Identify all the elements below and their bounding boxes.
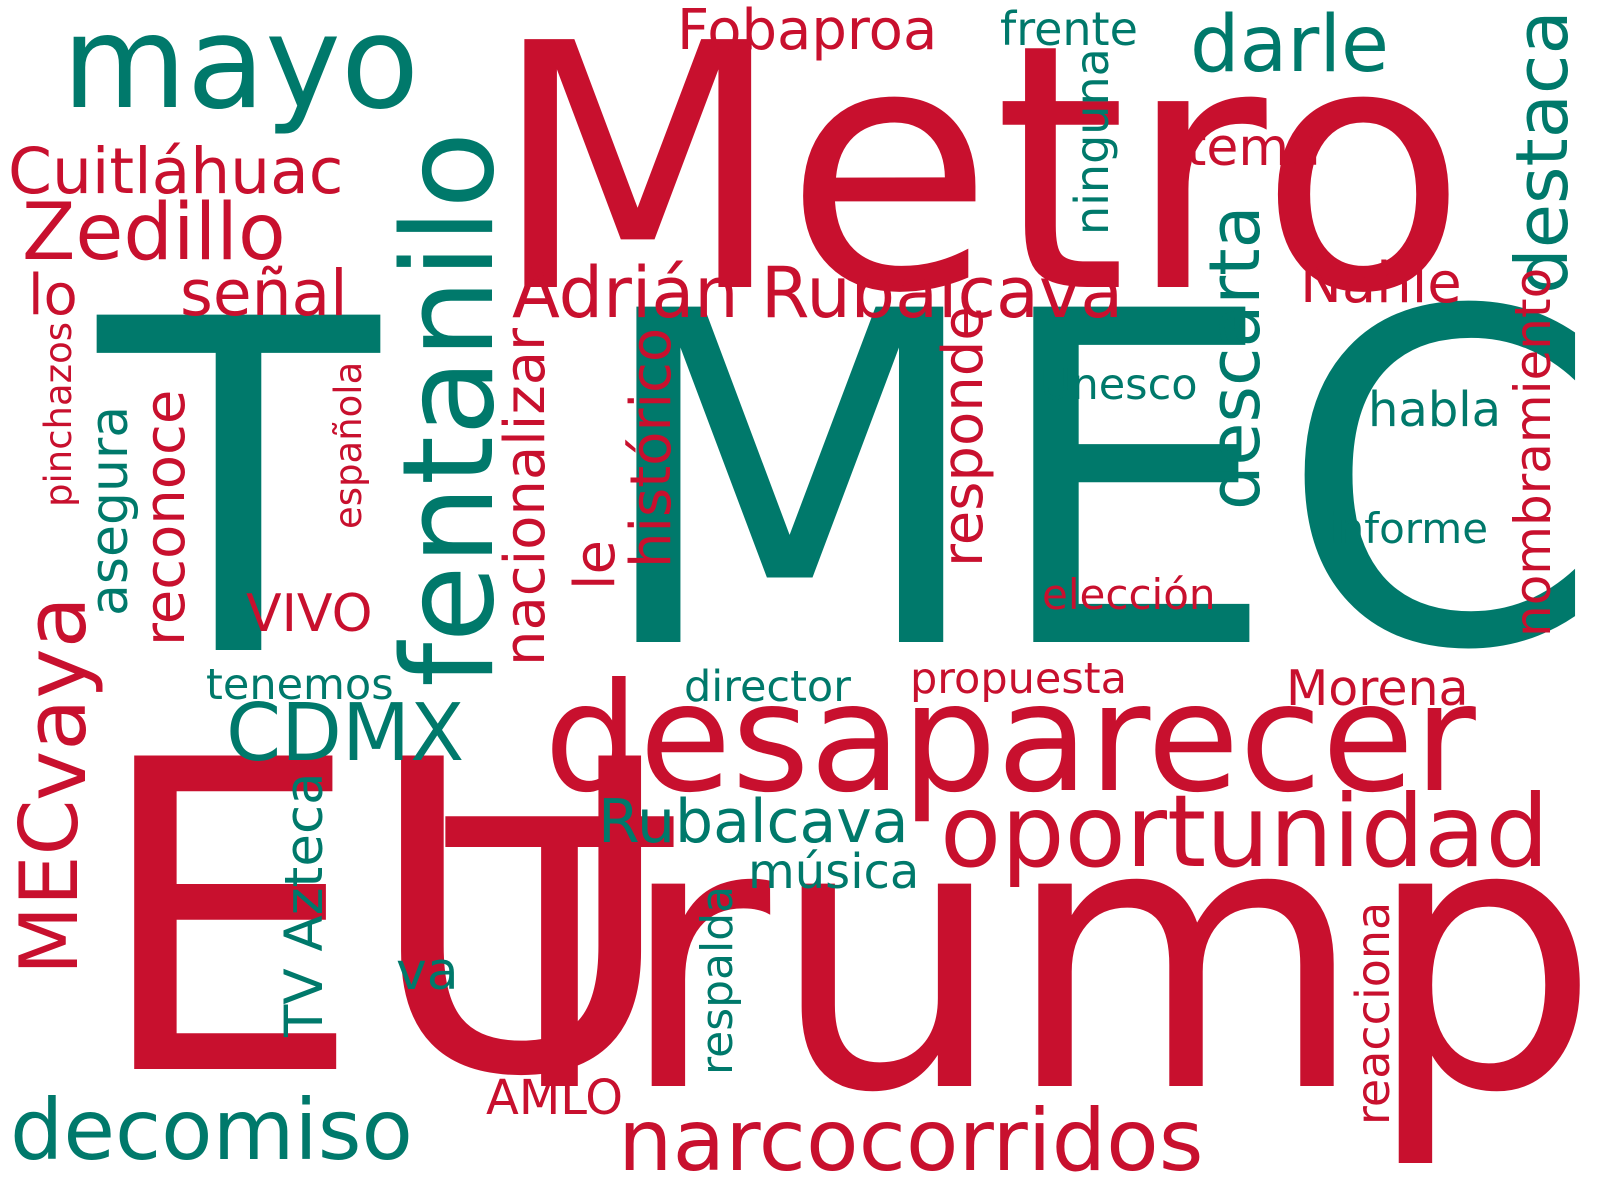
word-desaparecer: desaparecer [544,652,1476,826]
word-nacionalizar: nacionalizar [493,327,558,666]
word-eu: EU [92,671,679,1171]
word-le: le [563,539,628,590]
word-cdmx: CDMX [226,687,465,779]
word-decomiso: decomiso [10,1081,413,1179]
word-tv-azteca: TV Azteca [274,772,335,1037]
word-tema: tema [1186,118,1321,178]
word-vaya: vaya [7,596,106,801]
word-nombramiento: nombramiento [1504,267,1562,637]
word-nahle: Nahle [1300,251,1462,316]
word-descarta: descarta [1194,205,1276,510]
word-darle: darle [1190,0,1390,90]
word-asegura: asegura [80,405,140,616]
word-eleccion: elección [1042,570,1216,619]
word-mec-big: MEC [591,216,1600,751]
word-pinchazos: pinchazos [37,321,80,507]
word-oportunidad: oportunidad [940,773,1549,890]
word-reacciona: reacciona [1346,901,1400,1125]
word-frente: frente [1000,2,1138,56]
word-morena: Morena [1286,660,1469,717]
word-habla: habla [1368,382,1502,438]
word-vivo: VIVO [246,584,373,644]
word-ninguna: ninguna [1065,48,1119,235]
word-musica: música [748,844,920,900]
word-unesco: Unesco [1040,360,1198,410]
word-zedillo: Zedillo [22,188,286,278]
word-rubalcava: Rubalcava [598,787,909,857]
word-reconoce: reconoce [133,389,198,646]
word-espanola: española [327,361,370,529]
word-cuitlahuac: Cuitláhuac [8,135,344,208]
word-t: T [98,224,379,759]
word-mec-small: MEC [3,799,96,975]
word-responde: responde [931,306,996,567]
word-mayo: mayo [62,0,420,138]
word-fobaproa: Fobaproa [677,0,938,63]
word-trump: Trump [446,744,1600,1174]
word-informe: informe [1326,504,1489,553]
word-amlo: AMLO [486,1070,624,1126]
word-historico: histórico [619,327,684,568]
word-adrian-rubalcava: Adrián Rubalcava [512,252,1124,334]
word-destaca: destaca [1500,10,1584,294]
word-narcocorridos: narcocorridos [618,1091,1204,1191]
word-va: va [396,942,459,1002]
word-respalda: respalda [692,885,743,1075]
word-lo: lo [28,263,78,328]
word-senal: señal [180,257,348,330]
word-propuesta: propuesta [910,654,1127,704]
word-director: director [684,662,851,712]
word-metro: Metro [491,0,1468,368]
word-tenemos: tenemos [206,660,394,710]
